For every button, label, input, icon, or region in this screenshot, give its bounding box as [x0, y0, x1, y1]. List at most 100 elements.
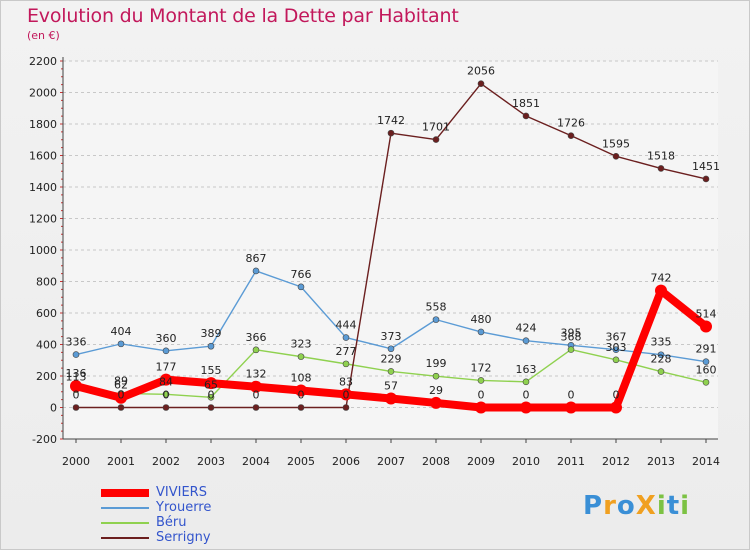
x-tick-label: 2004: [242, 455, 270, 468]
data-label-yrouerre: 867: [246, 252, 267, 265]
data-label-serrigny: 1742: [377, 114, 405, 127]
x-tick-label: 2010: [512, 455, 540, 468]
data-point-yrouerre: [702, 358, 710, 365]
data-point-yrouerre: [387, 345, 395, 353]
data-point-b-ru: [432, 372, 440, 380]
data-label-serrigny: 2056: [467, 65, 495, 78]
data-label-yrouerre: 395: [561, 326, 582, 339]
data-point-viviers: [610, 401, 622, 414]
data-point-viviers: [655, 284, 667, 297]
data-label-yrouerre: 335: [651, 336, 672, 349]
y-tick-label: 1200: [29, 213, 57, 226]
data-label-b-ru: 65: [204, 378, 218, 391]
data-point-viviers: [160, 373, 172, 386]
data-label-serrigny: 1595: [602, 137, 630, 150]
data-point-yrouerre: [297, 283, 305, 291]
data-point-viviers: [565, 401, 577, 414]
legend-label-viviers: VIVIERS: [156, 485, 207, 500]
y-tick-label: 2200: [29, 55, 57, 68]
y-tick-label: 1800: [29, 118, 57, 131]
data-label-viviers: 29: [429, 384, 443, 397]
data-point-viviers: [115, 391, 127, 404]
y-tick-label: 1000: [29, 244, 57, 257]
data-label-yrouerre: 480: [471, 313, 492, 326]
data-point-viviers: [250, 380, 262, 393]
data-label-serrigny: 1518: [647, 149, 675, 162]
data-label-yrouerre: 389: [201, 327, 222, 340]
data-label-b-ru: 366: [246, 331, 267, 344]
data-point-viviers: [70, 380, 82, 393]
data-point-yrouerre: [612, 346, 620, 353]
data-label-viviers: 177: [156, 361, 177, 374]
legend-label-b-ru: Béru: [156, 515, 187, 530]
data-label-b-ru: 84: [159, 375, 173, 388]
data-label-viviers: 83: [339, 375, 353, 388]
data-label-yrouerre: 766: [291, 268, 312, 281]
data-label-serrigny: 0: [208, 389, 215, 402]
data-label-viviers: 57: [384, 380, 398, 393]
data-label-yrouerre: 367: [606, 331, 627, 344]
data-point-serrigny: [612, 152, 620, 160]
data-label-viviers: 132: [246, 368, 267, 381]
data-label-b-ru: 303: [606, 341, 627, 354]
data-point-yrouerre: [522, 337, 530, 345]
data-label-serrigny: 0: [118, 389, 125, 402]
data-label-yrouerre: 336: [66, 336, 87, 349]
data-point-b-ru: [207, 393, 215, 401]
data-label-b-ru: 89: [114, 374, 128, 387]
data-point-serrigny: [117, 404, 125, 411]
data-point-yrouerre: [72, 351, 80, 358]
data-point-serrigny: [702, 175, 710, 183]
y-tick-label: 800: [36, 276, 57, 289]
x-tick-label: 2008: [422, 455, 450, 468]
data-point-serrigny: [657, 165, 665, 172]
x-tick-label: 2014: [692, 455, 720, 468]
x-tick-label: 2007: [377, 455, 405, 468]
data-label-viviers: 108: [291, 371, 312, 384]
chart-subtitle: (en €): [27, 29, 60, 42]
data-point-serrigny: [567, 132, 575, 139]
data-point-b-ru: [162, 390, 170, 398]
data-point-serrigny: [72, 404, 80, 411]
x-tick-label: 2009: [467, 455, 495, 468]
x-tick-label: 2000: [62, 455, 90, 468]
x-tick-label: 2013: [647, 455, 675, 468]
data-label-b-ru: 277: [336, 345, 357, 358]
data-point-serrigny: [522, 112, 530, 120]
data-label-serrigny: 1451: [692, 160, 720, 173]
x-tick-label: 2006: [332, 455, 360, 468]
data-label-b-ru: 199: [426, 357, 447, 370]
data-label-yrouerre: 291: [696, 343, 717, 356]
data-point-viviers: [430, 396, 442, 409]
data-label-viviers: 136: [66, 367, 87, 380]
data-label-b-ru: 172: [471, 361, 492, 374]
data-point-viviers: [340, 388, 352, 401]
x-tick-label: 2012: [602, 455, 630, 468]
data-point-serrigny: [252, 404, 260, 411]
data-label-b-ru: 160: [696, 363, 717, 376]
data-point-serrigny: [297, 404, 305, 411]
data-label-yrouerre: 373: [381, 330, 402, 343]
proxiti-logo: ProXiti: [583, 491, 691, 521]
data-label-viviers: 62: [114, 379, 128, 392]
y-tick-label: 200: [36, 370, 57, 383]
data-label-yrouerre: 558: [426, 301, 447, 314]
y-tick-label: -200: [32, 433, 57, 446]
data-point-viviers: [295, 384, 307, 397]
data-label-viviers: 155: [201, 364, 222, 377]
data-point-serrigny: [162, 404, 170, 411]
data-point-serrigny: [342, 404, 350, 411]
data-label-viviers: 0: [568, 389, 575, 402]
legend-swatch-yrouerre: [101, 507, 149, 509]
data-point-b-ru: [252, 346, 260, 354]
y-tick-label: 1400: [29, 181, 57, 194]
data-point-viviers: [205, 377, 217, 390]
data-label-serrigny: 0: [253, 389, 260, 402]
data-point-b-ru: [657, 368, 665, 375]
data-point-b-ru: [612, 356, 620, 364]
data-label-viviers: 514: [696, 308, 717, 321]
x-tick-label: 2011: [557, 455, 585, 468]
data-point-b-ru: [387, 368, 395, 375]
